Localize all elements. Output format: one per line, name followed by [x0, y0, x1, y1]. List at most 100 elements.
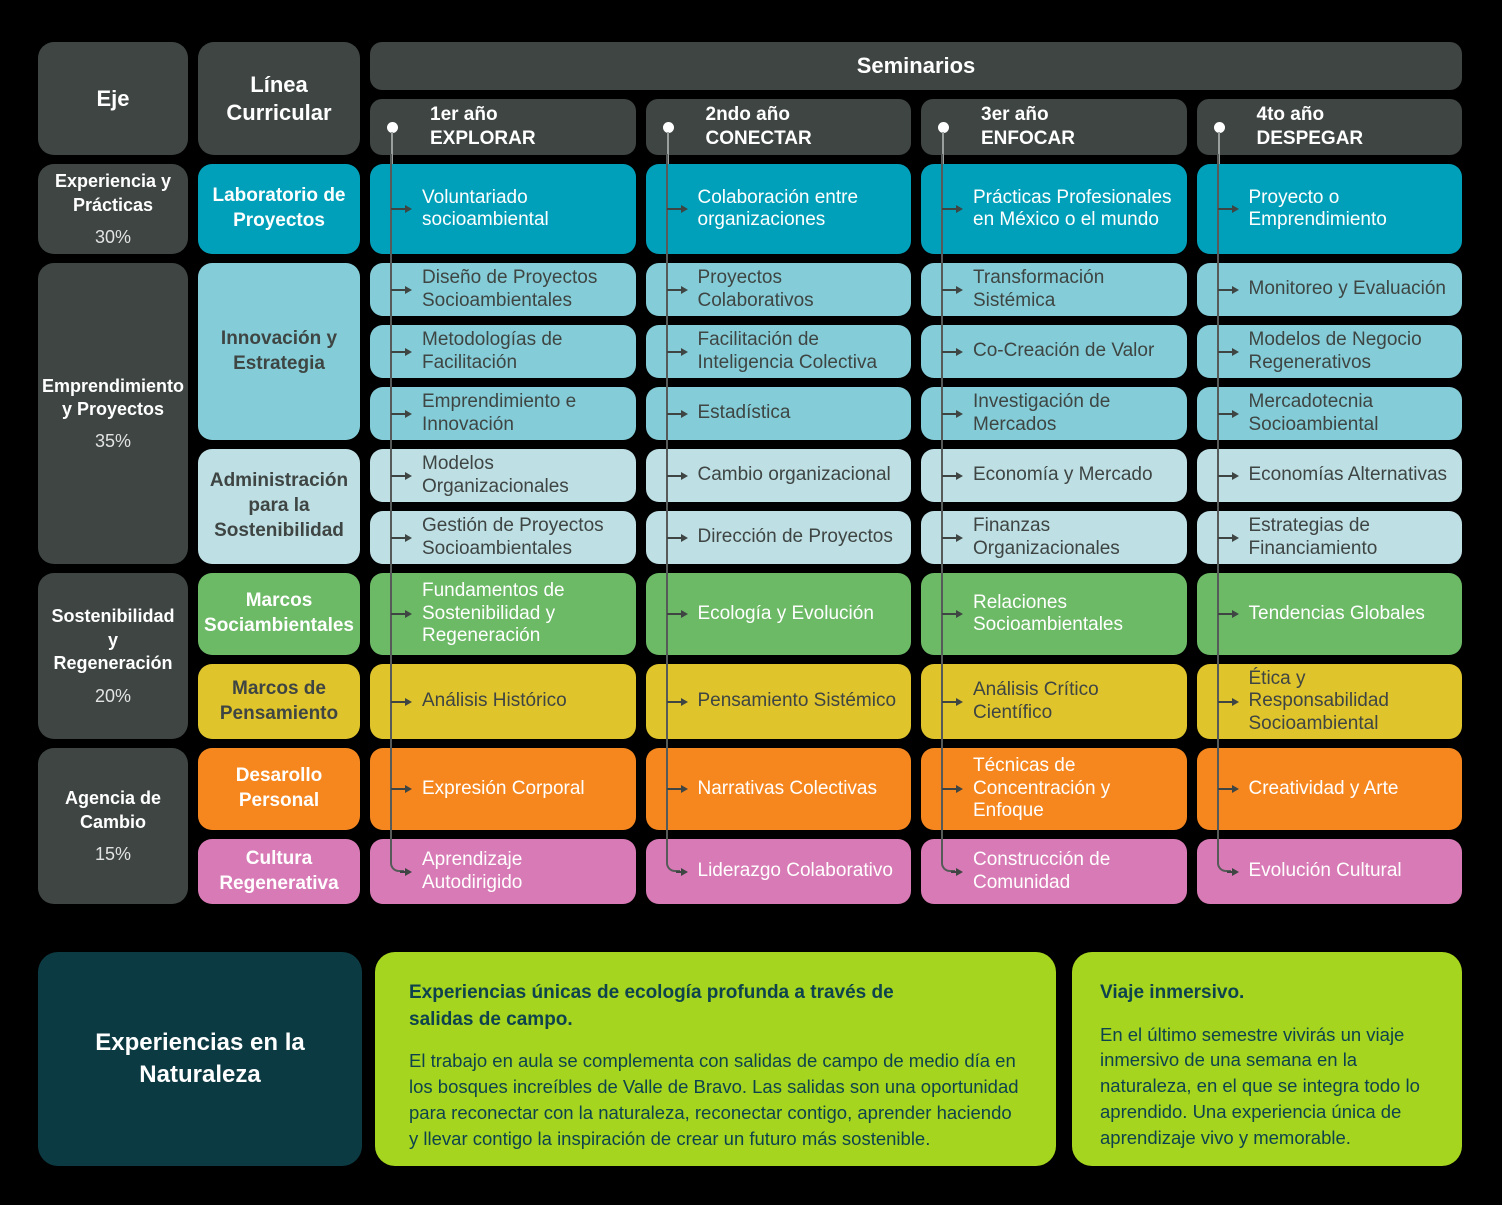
arrow-right-icon [1217, 788, 1232, 790]
seminar-cell: Monitoreo y Evaluación [1196, 253, 1462, 326]
arrow-right-icon [666, 474, 681, 477]
arrow-right-icon [391, 208, 405, 210]
arrow-right-icon [942, 474, 956, 477]
seminar-cell: Ecología y Evolución [645, 563, 911, 665]
seminar-label: Colaboración entre organizaciones [697, 186, 859, 230]
arrow-right-icon [1217, 700, 1232, 703]
seminar-label: Creatividad y Arte [1248, 777, 1399, 799]
arrow-right-icon [666, 288, 681, 291]
curriculum-board: Eje Línea Curricular Seminarios 1er año E… [38, 42, 1462, 904]
seminar-label: Economías Alternativas [1248, 464, 1448, 486]
seminar-cell: Economías Alternativas [1196, 439, 1462, 512]
seminar-cell: Mercadotecnia Socioambiental [1196, 377, 1462, 450]
timeline-dot-icon [387, 121, 398, 133]
seminar-label: Cambio organizacional [697, 464, 891, 486]
arrow-right-icon [391, 288, 405, 291]
year-header-label: 4to año DESPEGAR [1257, 103, 1364, 151]
eje-header-label: Eje [96, 85, 130, 111]
arrow-right-icon [391, 788, 405, 790]
seminar-cell: Finanzas Organizacionales [921, 501, 1187, 574]
eje-label: Agencia de Cambio [64, 788, 162, 832]
year-theme: DESPEGAR [1256, 128, 1364, 149]
year-number: 1er año [430, 104, 498, 126]
arrow-right-icon [391, 474, 405, 477]
seminar-label: Relaciones Socioambientales [973, 591, 1123, 635]
arrow-right-icon [942, 613, 956, 615]
timeline-dot-icon [662, 121, 674, 133]
arrow-right-icon [666, 700, 681, 703]
seminar-cell: Facilitación de Inteligencia Colectiva [645, 315, 911, 388]
seminar-label: Proyectos Colaborativos [697, 267, 814, 311]
linea-curricular-header-label: Línea Curricular [226, 72, 332, 125]
year-header-label: 1er año EXPLORAR [430, 103, 536, 151]
seminar-cell: Pensamiento Sistémico [645, 654, 911, 749]
nature-title: Experiencias en la Naturaleza [95, 1028, 305, 1088]
arrow-right-icon [942, 536, 956, 539]
eje-sostenibilidad-y-regeneracion: Sostenibilidad y Regeneración 20% [38, 573, 188, 739]
seminar-cell: Prácticas Profesionales en México o el m… [921, 154, 1187, 264]
year-header-2: 2ndo año CONECTAR [645, 99, 911, 165]
arrow-right-icon [942, 350, 956, 353]
field-trips-heading: Experiencias únicas de ecología profunda… [409, 982, 894, 1030]
seminar-label: Prácticas Profesionales en México o el m… [973, 186, 1172, 230]
linea-cultura-regenerativa: Cultura Regenerativa [198, 839, 360, 904]
seminar-cell: Metodologías de Facilitación [370, 315, 636, 388]
year-header-3: 3er año ENFOCAR [921, 99, 1187, 165]
seminar-cell: Técnicas de Concentración y Enfoque [921, 738, 1187, 840]
seminar-label: Estadística [697, 402, 791, 424]
seminar-label: Aprendizaje Autodirigido [422, 849, 523, 893]
seminar-label: Expresión Corporal [422, 777, 585, 799]
seminar-cell: Transformación Sistémica [921, 253, 1187, 326]
timeline-line [1216, 829, 1231, 872]
year-theme: EXPLORAR [430, 128, 536, 149]
seminar-label: Fundamentos de Sostenibilidad y Regenera… [422, 580, 565, 647]
seminar-label: Estrategias de Financiamiento [1248, 515, 1378, 559]
seminar-label: Modelos de Negocio Regenerativos [1248, 329, 1422, 373]
seminar-cell: Co-Creación de Valor [921, 315, 1187, 388]
seminar-label: Tendencias Globales [1248, 602, 1425, 624]
arrow-right-icon [666, 536, 681, 539]
arrow-right-icon [666, 613, 681, 615]
eje-percent: 30% [94, 226, 132, 247]
immersive-trip-heading: Viaje inmersivo. [1100, 982, 1245, 1003]
seminar-cell: Estadística [645, 377, 911, 450]
linea-label: Administración para la Sostenibilidad [209, 470, 349, 541]
seminar-label: Modelos Organizacionales [422, 453, 569, 497]
seminar-cell: Proyectos Colaborativos [645, 253, 911, 326]
linea-marcos-sociambientales: Marcos Sociambientales [198, 573, 360, 655]
seminar-cell: Evolución Cultural [1196, 829, 1462, 904]
timeline-dot-icon [1213, 121, 1225, 133]
arrow-right-icon [1217, 350, 1232, 353]
seminar-cell: Investigación de Mercados [921, 377, 1187, 450]
arrow-right-icon [675, 870, 681, 873]
seminar-cell: Aprendizaje Autodirigido [370, 829, 636, 904]
arrow-right-icon [942, 208, 956, 210]
eje-percent: 20% [94, 685, 132, 706]
eje-label: Sostenibilidad y Regeneración [51, 606, 175, 674]
year-header-4: 4to año DESPEGAR [1196, 99, 1462, 165]
seminar-cell: Proyecto o Emprendimiento [1196, 154, 1462, 264]
arrow-right-icon [391, 412, 405, 415]
seminar-label: Finanzas Organizacionales [973, 515, 1120, 559]
seminar-cell: Modelos Organizacionales [370, 439, 636, 512]
seminar-label: Investigación de Mercados [973, 391, 1111, 435]
arrow-right-icon [1217, 474, 1232, 477]
arrow-right-icon [391, 700, 405, 703]
eje-experiencia-y-practicas: Experiencia y Prácticas 30% [38, 164, 188, 254]
seminar-cell: Análisis Histórico [370, 654, 636, 749]
linea-label: Marcos de Pensamiento [219, 677, 339, 724]
seminar-cell: Liderazgo Colaborativo [645, 829, 911, 904]
seminar-label: Monitoreo y Evaluación [1248, 278, 1447, 300]
arrow-right-icon [942, 288, 956, 291]
linea-label: Marcos Sociambientales [204, 590, 354, 636]
linea-label: Laboratorio de Proyectos [212, 185, 346, 231]
seminar-cell: Voluntariado socioambiental [370, 154, 636, 264]
year-number: 4to año [1256, 104, 1325, 126]
seminar-label: Evolución Cultural [1248, 860, 1402, 882]
arrow-right-icon [1217, 412, 1232, 415]
arrow-right-icon [391, 613, 405, 615]
seminar-label: Co-Creación de Valor [973, 340, 1155, 362]
seminar-label: Emprendimiento e Innovación [422, 391, 577, 435]
timeline-line [391, 132, 393, 165]
